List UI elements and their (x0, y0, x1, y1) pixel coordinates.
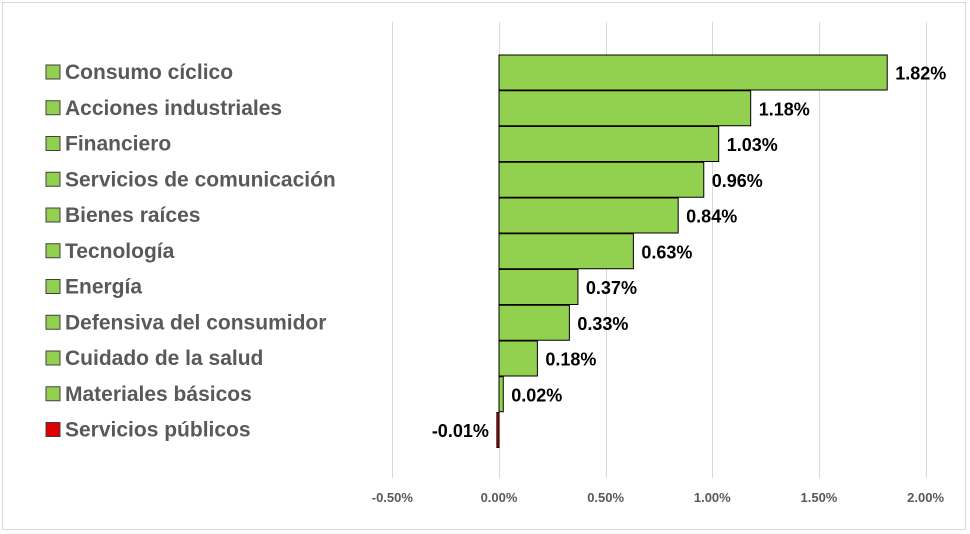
legend: Consumo cíclico Acciones industriales Fina… (45, 61, 336, 442)
bar-11 (496, 412, 500, 448)
x-tick-label: 2.00% (907, 490, 944, 505)
data-labels: 1.82% 1.18% 1.03% 0.96% 0.84% 0.63%0.37% 0.33%… (432, 64, 946, 442)
legend-swatch (45, 422, 61, 437)
bar-2 (498, 90, 752, 127)
legend-label: Acciones industriales (65, 97, 282, 120)
bar-3 (498, 126, 720, 162)
x-tick-label: 1.50% (801, 490, 838, 505)
x-tick-label: 0.00% (481, 490, 518, 505)
data-label: 0.37% (586, 278, 637, 298)
data-label: 1.82% (895, 64, 946, 84)
bar-5 (498, 197, 679, 234)
bar-1 (498, 54, 888, 91)
legend-label: Energía (65, 276, 142, 299)
bar-6 (498, 233, 634, 270)
legend-label: Servicios de comunicación (65, 168, 336, 191)
legend-swatch (45, 314, 61, 330)
bar-8 (498, 304, 570, 341)
data-label: 0.96% (712, 171, 763, 191)
legend-swatch (45, 386, 61, 402)
data-label: 1.18% (759, 99, 810, 119)
bar-9 (498, 340, 538, 377)
x-axis-ticks: -0.50% 0.00% 0.50% 1.00% 1.50% 2.00% (372, 490, 945, 505)
x-tick-label: 1.00% (694, 490, 731, 505)
legend-swatch (45, 64, 61, 80)
legend-label: Materiales básicos (65, 383, 252, 406)
legend-label: Cuidado de la salud (65, 347, 263, 370)
data-label: 1.03% (727, 135, 778, 155)
legend-label: Servicios públicos (65, 419, 251, 442)
bar-4 (498, 161, 705, 198)
legend-swatch (45, 350, 61, 366)
bar-10 (498, 376, 504, 413)
bars (496, 54, 888, 448)
bar-7 (498, 269, 579, 305)
legend-label: Defensiva del consumidor (65, 311, 326, 334)
data-label: 0.84% (686, 207, 737, 227)
legend-label: Tecnología (65, 240, 175, 263)
legend-swatch (45, 171, 61, 187)
x-tick-label: 0.50% (587, 490, 624, 505)
legend-swatch (45, 279, 61, 294)
x-tick-label: -0.50% (372, 490, 414, 505)
legend-label: Consumo cíclico (65, 61, 233, 84)
data-label: 0.33% (577, 314, 628, 334)
legend-swatch (45, 136, 61, 151)
data-label: 0.63% (641, 242, 692, 262)
legend-swatch (45, 243, 61, 259)
data-label: 0.18% (545, 350, 596, 370)
data-label: -0.01% (432, 421, 489, 441)
legend-label: Bienes raíces (65, 204, 200, 227)
legend-label: Financiero (65, 133, 171, 156)
legend-swatch (45, 207, 61, 223)
data-label: 0.02% (511, 385, 562, 405)
legend-swatch (45, 100, 61, 116)
